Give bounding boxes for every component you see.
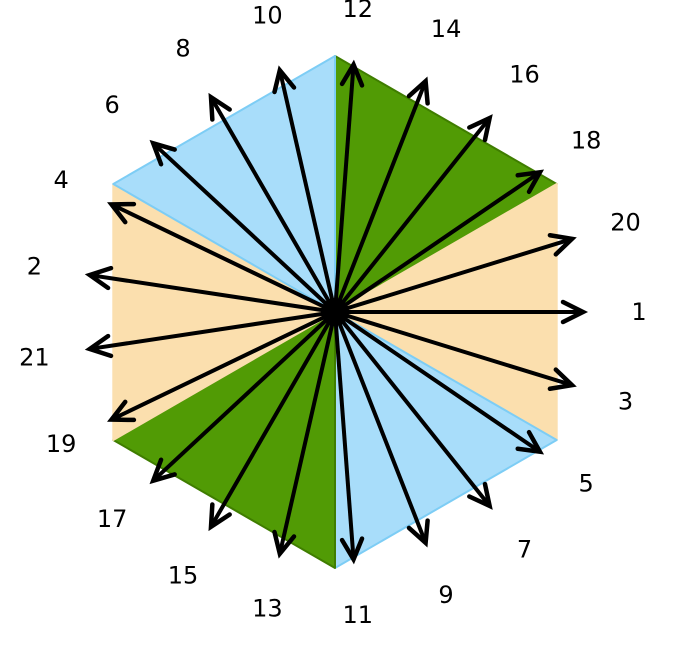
arrow-shaft-15 [209, 310, 337, 528]
arrowhead-1 [560, 299, 589, 325]
arrow-12 [333, 59, 365, 313]
arrow-label-8: 8 [175, 35, 190, 63]
arrow-shaft-16 [333, 116, 492, 314]
arrow-13 [272, 311, 337, 559]
arrow-label-1: 1 [631, 298, 646, 326]
arrow-17 [149, 310, 337, 485]
arrow-label-15: 15 [168, 561, 199, 589]
arrow-shaft-14 [333, 80, 428, 313]
arrow-label-2: 2 [27, 253, 42, 281]
arrow-label-4: 4 [53, 166, 68, 194]
arrow-label-17: 17 [97, 505, 128, 533]
arrow-18 [333, 169, 545, 314]
arrow-label-6: 6 [105, 91, 120, 119]
arrow-label-21: 21 [19, 343, 50, 371]
arrow-14 [333, 76, 430, 313]
arrowhead-21 [84, 333, 114, 359]
arrow-6 [149, 139, 337, 314]
arrow-5 [333, 310, 545, 455]
arrow-7 [333, 310, 493, 510]
arrow-shaft-8 [209, 96, 337, 314]
arrow-shaft-5 [333, 310, 542, 454]
arrow-shaft-20 [334, 237, 573, 314]
arrowhead-4 [107, 201, 137, 225]
arrow-3 [334, 310, 577, 391]
arrow-shaft-18 [333, 170, 542, 314]
arrowhead-13 [272, 529, 297, 559]
arrow-shaft-21 [89, 310, 336, 351]
arrow-16 [333, 114, 493, 314]
arrow-shaft-4 [110, 202, 336, 314]
arrow-shaft-9 [333, 311, 428, 544]
arrow-2 [84, 265, 336, 314]
arrows-group [84, 59, 589, 565]
arrow-20 [334, 233, 577, 314]
arrow-label-18: 18 [571, 127, 602, 155]
center-point [321, 298, 349, 326]
arrowhead-16 [467, 114, 493, 143]
arrow-shaft-3 [334, 310, 573, 387]
arrowhead-20 [547, 233, 577, 257]
arrow-label-10: 10 [252, 2, 283, 30]
arrowhead-18 [515, 169, 545, 195]
arrow-15 [208, 310, 337, 532]
arrow-8 [208, 92, 337, 314]
arrow-shaft-17 [151, 310, 337, 483]
arrowhead-3 [547, 367, 577, 391]
arrow-1 [335, 299, 589, 325]
arrow-label-16: 16 [509, 60, 540, 88]
arrow-label-14: 14 [431, 15, 462, 43]
arrow-10 [272, 65, 337, 313]
arrowhead-15 [208, 502, 232, 532]
arrow-9 [333, 311, 430, 548]
arrow-shaft-6 [151, 141, 337, 314]
arrow-4 [107, 201, 336, 314]
arrow-11 [333, 311, 365, 565]
arrow-shaft-10 [277, 69, 337, 313]
arrow-shaft-2 [89, 273, 336, 314]
arrow-label-7: 7 [517, 536, 532, 564]
arrow-label-19: 19 [46, 430, 77, 458]
arrow-19 [107, 310, 336, 423]
arrow-label-12: 12 [342, 0, 373, 23]
arrowhead-11 [339, 536, 365, 565]
arrowhead-19 [107, 399, 137, 423]
arrowhead-9 [406, 518, 430, 548]
arrow-label-9: 9 [438, 581, 453, 609]
arrow-label-5: 5 [579, 469, 594, 497]
arrowhead-17 [149, 457, 177, 485]
arrowhead-5 [515, 429, 545, 455]
arrowhead-8 [208, 92, 232, 122]
arrow-shaft-11 [333, 311, 356, 560]
arrow-label-13: 13 [252, 594, 283, 622]
arrow-21 [84, 310, 336, 359]
arrow-label-11: 11 [342, 601, 373, 629]
arrow-shaft-13 [277, 311, 337, 555]
arrow-shaft-7 [333, 310, 492, 508]
arrowhead-7 [467, 481, 493, 510]
arrowhead-6 [149, 139, 177, 167]
arrowhead-12 [339, 59, 365, 88]
arrow-shaft-12 [333, 64, 356, 313]
arrowhead-14 [406, 76, 430, 106]
arrow-label-20: 20 [610, 208, 641, 236]
arrowhead-10 [272, 65, 297, 95]
arrowhead-2 [84, 265, 114, 291]
arrow-label-3: 3 [618, 388, 633, 416]
arrow-shaft-19 [110, 310, 336, 422]
